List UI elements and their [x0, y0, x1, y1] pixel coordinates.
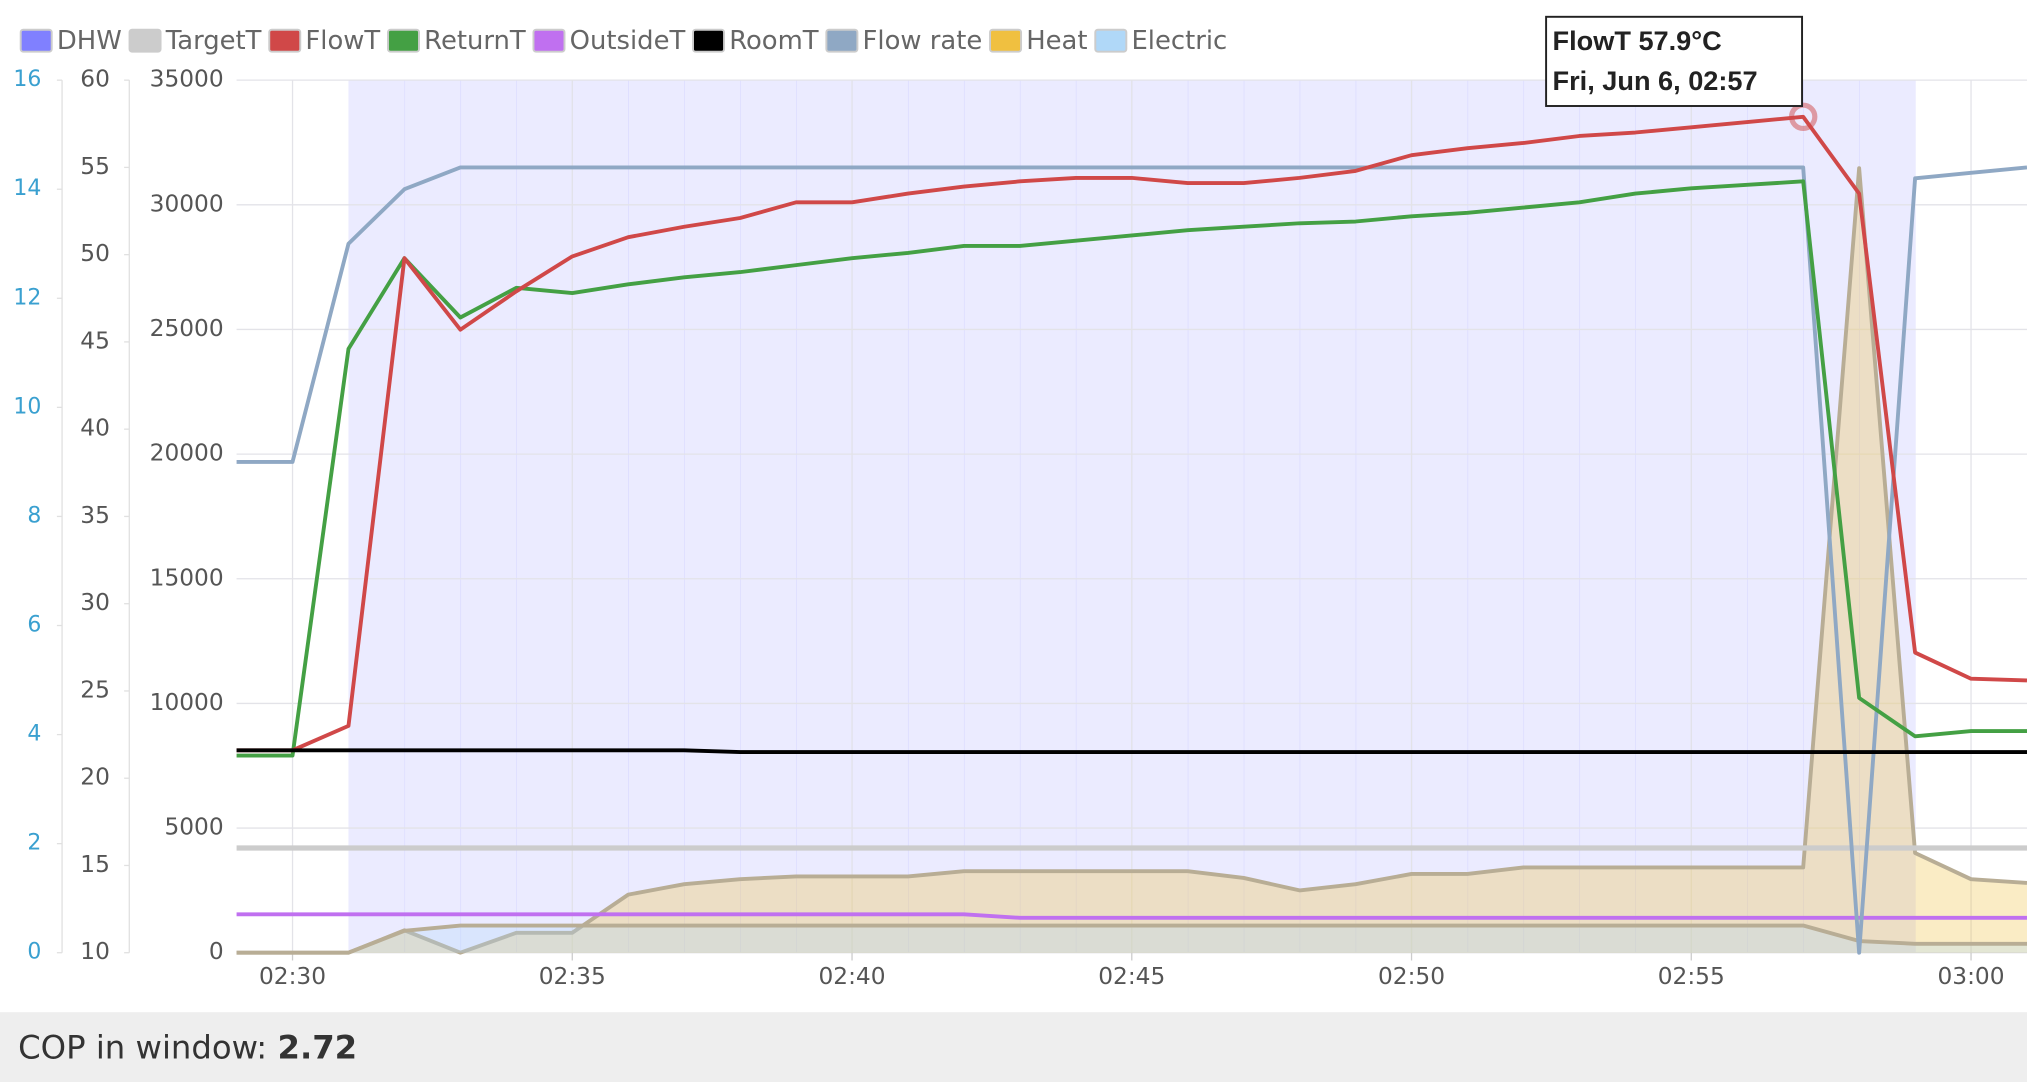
tooltip-box — [1545, 15, 1804, 107]
y-tick-label: 30000 — [150, 190, 224, 217]
dhw-band — [684, 80, 741, 953]
y2-tick-label: 60 — [80, 66, 110, 93]
hover-marker — [1788, 102, 1818, 132]
y3-tick-label: 2 — [27, 831, 41, 856]
dhw-band — [1747, 80, 1804, 953]
x-tick-label: 02:45 — [1098, 963, 1165, 990]
tooltip: FlowT 57.9°C Fri, Jun 6, 02:57 — [1545, 15, 1804, 107]
dhw-band — [796, 80, 853, 953]
dhw-band — [1075, 80, 1133, 953]
dhw-band — [460, 80, 517, 953]
y-tick-label: 20000 — [150, 440, 224, 467]
dhw-band — [1243, 80, 1301, 953]
dhw-band — [1299, 80, 1357, 953]
tooltip-subtitle: Fri, Jun 6, 02:57 — [1553, 65, 1758, 96]
y3-tick-label: 14 — [13, 176, 41, 201]
y2-tick-label: 25 — [80, 676, 110, 703]
y-tick-label: 25000 — [150, 315, 224, 342]
y2-tick-label: 45 — [80, 327, 110, 354]
legend-label: DHW — [57, 26, 122, 56]
dhw-band — [404, 80, 462, 953]
x-tick-label: 02:50 — [1378, 963, 1445, 990]
dhw-band — [572, 80, 629, 953]
tooltip-title: FlowT 57.9°C — [1553, 25, 1722, 56]
y2-tick-label: 20 — [80, 764, 110, 791]
legend-label: Heat — [1026, 26, 1087, 56]
legend-label: TargetT — [165, 26, 262, 56]
y3-tick-label: 12 — [13, 285, 41, 310]
footer — [0, 1012, 2027, 1082]
dhw-band — [852, 80, 909, 953]
legend-swatch — [1094, 28, 1128, 53]
dhw-band — [628, 80, 685, 953]
legend-swatch — [19, 28, 53, 53]
legend-label: ReturnT — [424, 26, 526, 56]
dhw-band — [1691, 80, 1748, 953]
dhw-band — [963, 80, 1021, 953]
y-tick-label: 10000 — [150, 689, 224, 716]
y-tick-label: 5000 — [164, 814, 223, 841]
footer-text: COP in window: 2.72 — [18, 1029, 357, 1067]
background-layer — [236, 79, 2027, 954]
dhw-band — [1523, 80, 1581, 953]
dhw-band — [348, 80, 406, 953]
y3-tick-label: 4 — [27, 722, 41, 747]
dhw-band — [740, 80, 797, 953]
dhw-band — [1579, 80, 1636, 953]
legend-swatch — [692, 28, 726, 53]
y2-tick-label: 30 — [80, 589, 110, 616]
dhw-band — [1019, 80, 1077, 953]
y2-tick-label: 10 — [80, 938, 110, 965]
y2-tick-label: 40 — [80, 415, 110, 442]
dhw-band — [1411, 80, 1469, 953]
y-tick-label: 35000 — [150, 66, 224, 93]
dhw-band — [1467, 80, 1525, 953]
legend-swatch — [825, 28, 859, 53]
y3-tick-label: 0 — [27, 940, 41, 965]
series-line — [236, 923, 2027, 955]
y3-tick-label: 8 — [27, 503, 41, 528]
dhw-band — [1635, 80, 1692, 953]
y-tick-label: 0 — [209, 938, 224, 965]
x-tick-label: 03:00 — [1938, 963, 2005, 990]
legend-swatch — [989, 28, 1023, 53]
dhw-band — [516, 80, 573, 953]
y2-tick-label: 55 — [80, 153, 110, 180]
y3-tick-label: 10 — [13, 394, 41, 419]
x-tick-label: 02:40 — [819, 963, 886, 990]
series-area — [236, 168, 2027, 953]
y3-tick-label: 6 — [27, 613, 41, 638]
y3-tick-label: 16 — [13, 67, 41, 92]
dhw-band — [1131, 80, 1189, 953]
cop-label: COP in window: — [18, 1029, 267, 1067]
x-tick-label: 02:35 — [539, 963, 606, 990]
series-line — [236, 912, 2027, 920]
series-line — [236, 179, 2027, 758]
legend-label: FlowT — [305, 26, 380, 56]
dhw-band — [1187, 80, 1245, 953]
legend-swatch — [532, 28, 566, 53]
series-line — [236, 748, 2027, 754]
series-area — [236, 925, 2027, 953]
y2-tick-label: 50 — [80, 240, 110, 267]
legend-label: RoomT — [729, 26, 819, 56]
y2-tick-label: 15 — [80, 851, 110, 878]
legend-swatch — [387, 28, 420, 53]
y2-tick-label: 35 — [80, 502, 110, 529]
cop-value: 2.72 — [277, 1029, 357, 1067]
y-tick-label: 15000 — [150, 564, 224, 591]
series-line — [236, 114, 2027, 753]
x-tick-label: 02:55 — [1658, 963, 1725, 990]
dhw-band — [907, 80, 965, 953]
dhw-band — [1355, 80, 1413, 953]
legend-label: OutsideT — [570, 26, 686, 56]
legend-swatch — [128, 28, 162, 53]
legend-label: Electric — [1131, 26, 1227, 56]
legend-swatch — [268, 28, 302, 53]
series-line — [236, 165, 2027, 955]
series-line — [236, 166, 2027, 955]
x-tick-label: 02:30 — [259, 963, 326, 990]
legend-label: Flow rate — [863, 26, 983, 56]
